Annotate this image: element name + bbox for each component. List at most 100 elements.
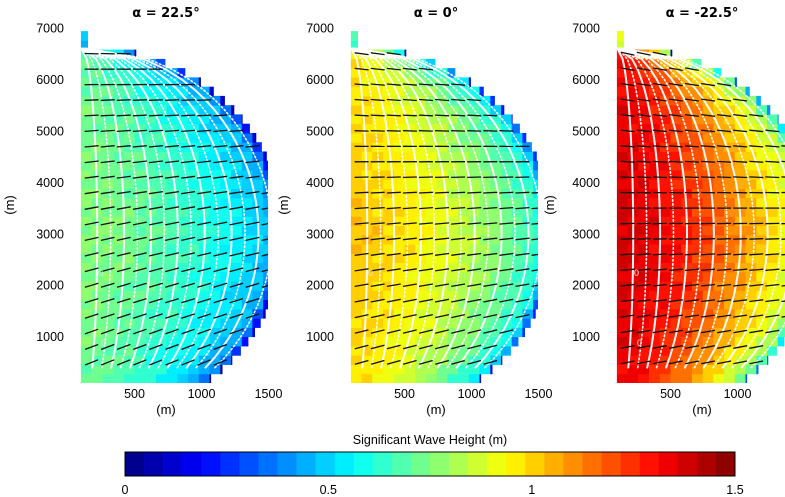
- direction-arrows: [354, 52, 538, 365]
- heatmap-cell: [166, 86, 178, 97]
- heatmap-cell: [702, 77, 714, 88]
- direction-arrow: [132, 206, 147, 210]
- heatmap-cell: [777, 142, 785, 152]
- heatmap-cell: [745, 364, 757, 375]
- heatmap-cell: [155, 160, 167, 171]
- heatmap-cell: [447, 142, 459, 152]
- direction-arrow: [148, 99, 163, 101]
- direction-arrow: [749, 268, 764, 272]
- heatmap-cell: [231, 234, 243, 245]
- heatmap-cell: [734, 114, 746, 125]
- heatmap-cell: [702, 133, 714, 143]
- heatmap-cell: [479, 318, 491, 328]
- heatmap-cell: [113, 170, 125, 180]
- heatmap-cell: [745, 253, 757, 263]
- heatmap-cell: [767, 133, 779, 143]
- direction-arrow: [451, 359, 465, 365]
- heatmap-cell: [134, 105, 146, 115]
- heatmap-cell: [393, 364, 405, 375]
- heatmap-cell: [447, 179, 459, 189]
- heatmap-cell: [102, 197, 114, 208]
- direction-arrow: [386, 313, 401, 319]
- heatmap-cell: [745, 262, 757, 273]
- heatmap-cell: [756, 244, 768, 254]
- heatmap-cell: [361, 77, 373, 88]
- heatmap-cell: [198, 271, 210, 282]
- direction-arrow: [418, 98, 433, 102]
- heatmap-cell: [670, 253, 682, 263]
- direction-arrow: [668, 113, 683, 117]
- heatmap-cell: [263, 262, 268, 273]
- direction-arrow: [765, 145, 780, 148]
- heatmap-cell: [458, 160, 470, 171]
- heatmap-cell: [91, 364, 103, 375]
- heatmap-cell: [80, 207, 92, 217]
- heatmap-cell: [123, 207, 135, 217]
- direction-arrow: [149, 313, 163, 319]
- direction-arrow: [636, 253, 651, 256]
- direction-arrow: [467, 206, 482, 210]
- direction-arrow: [84, 221, 99, 226]
- heatmap-cell: [468, 364, 480, 375]
- heatmap-cell: [436, 197, 448, 208]
- direction-arrow: [354, 191, 369, 194]
- direction-arrow: [165, 343, 179, 351]
- heatmap-cell: [479, 308, 491, 319]
- heatmap-cell: [231, 299, 243, 310]
- heatmap-cell: [468, 197, 480, 208]
- heatmap-cell: [252, 271, 264, 282]
- direction-arrow: [451, 98, 466, 102]
- heatmap-cell: [436, 133, 448, 143]
- direction-arrow: [197, 160, 212, 164]
- heatmap-cell: [713, 68, 722, 78]
- heatmap-cell: [533, 225, 538, 236]
- direction-arrow: [418, 206, 433, 210]
- direction-arrow: [386, 344, 401, 350]
- heatmap-cell: [447, 77, 459, 88]
- heatmap-cell: [372, 336, 384, 347]
- direction-arrow: [467, 329, 482, 334]
- direction-arrow: [132, 252, 147, 257]
- direction-arrow: [197, 236, 212, 242]
- direction-arrow: [149, 328, 163, 335]
- heatmap-cell: [670, 179, 682, 189]
- heatmap-cell: [649, 336, 661, 347]
- heatmap-cell: [649, 290, 661, 301]
- heatmap-cell: [490, 253, 502, 263]
- direction-arrow: [132, 190, 147, 195]
- direction-arrow: [467, 283, 482, 288]
- heatmap-cell: [231, 207, 243, 217]
- heatmap-cell: [734, 179, 746, 189]
- heatmap-cell: [113, 77, 125, 88]
- heatmap-cell: [220, 114, 232, 125]
- heatmap-cell: [501, 271, 513, 282]
- direction-arrow: [370, 222, 385, 225]
- heatmap-cell: [166, 253, 178, 263]
- heatmap-cell: [415, 346, 427, 356]
- direction-arrow: [370, 313, 385, 319]
- heatmap-cell: [188, 197, 200, 208]
- contour-line: [622, 47, 785, 369]
- heatmap-cell: [436, 216, 448, 226]
- heatmap-cell: [188, 86, 200, 97]
- heatmap-cell: [274, 244, 285, 254]
- direction-arrow: [435, 237, 450, 241]
- heatmap-cell: [145, 290, 157, 301]
- colorbar-step: [696, 452, 717, 476]
- heatmap-cell: [511, 207, 523, 217]
- direction-arrow: [148, 206, 163, 210]
- heatmap-cell: [767, 234, 779, 245]
- heatmap-cell: [659, 216, 671, 226]
- direction-arrow: [213, 190, 228, 195]
- heatmap-cell: [490, 188, 502, 199]
- heatmap-cell: [533, 197, 538, 208]
- heatmap-cell: [80, 253, 92, 263]
- direction-arrow: [733, 360, 748, 365]
- heatmap-cell: [511, 123, 520, 134]
- heatmap-cell: [404, 253, 416, 263]
- x-axis-label: (m): [426, 402, 446, 417]
- direction-arrow: [620, 145, 635, 148]
- heatmap-cell: [425, 299, 437, 310]
- direction-arrow: [781, 160, 785, 163]
- heatmap-cell: [670, 49, 673, 60]
